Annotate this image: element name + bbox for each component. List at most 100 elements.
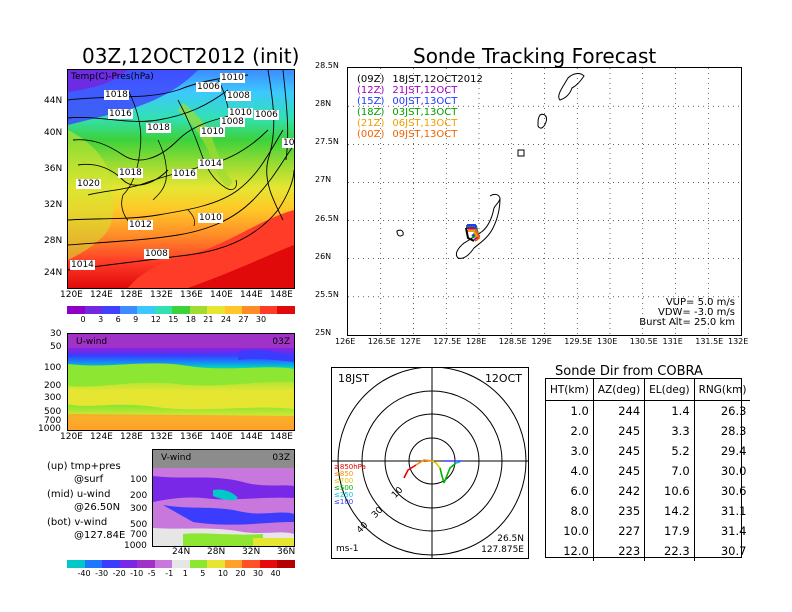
wind-colorbar-tick: -30 — [95, 569, 109, 578]
wind-colorbar-swatch — [277, 560, 296, 568]
v-wind-y-tick: 300 — [130, 504, 148, 514]
track-legend-code: (21Z) — [357, 118, 385, 129]
table-cell: 29.4 — [720, 444, 747, 458]
wind-colorbar — [67, 560, 296, 568]
colorbar-tick: 21 — [203, 315, 214, 324]
wind-colorbar-tick: -40 — [77, 569, 91, 578]
v-wind-label: V-wind — [161, 453, 192, 463]
track-legend-item: (12Z) 21JST,12OCT — [357, 85, 457, 96]
isobar-label: 1010 — [198, 213, 223, 223]
wind-colorbar-swatch — [242, 560, 261, 568]
table-cell: 3.0 — [546, 441, 594, 461]
table-cell: 242 — [593, 481, 646, 501]
left-title: 03Z,12OCT2012 (init) — [82, 44, 300, 68]
colorbar-swatch — [277, 306, 296, 314]
sonde-dir-table: HT(km) AZ(deg) EL(deg) RNG(km) 1.0 244 1.4 26.3… — [546, 379, 751, 561]
map-lon-tick: 140E — [210, 290, 233, 300]
table-cell: 30.0 — [720, 464, 747, 478]
pressure-legend-item: ≥850hPa — [334, 463, 366, 471]
wind-colorbar-swatch — [259, 560, 278, 568]
table-row: 4.0 245 7.0 30.0 — [546, 461, 750, 481]
table-cell: 28.3 — [720, 424, 747, 438]
table-cell: 26.3 — [720, 404, 747, 418]
track-lat-tick: 25N — [315, 328, 332, 337]
wind-colorbar-tick: -10 — [130, 569, 144, 578]
right-title: Sonde Tracking Forecast — [413, 44, 657, 68]
table-cell: 245 — [593, 421, 646, 441]
map-lon-tick: 148E — [270, 290, 293, 300]
isobar-label: 1018 — [118, 168, 143, 178]
track-param: VDW= -3.0 m/s — [658, 307, 735, 318]
track-legend-item: (18Z) 03JST,13OCT — [357, 107, 457, 118]
table-cell: 10.6 — [644, 481, 695, 501]
isobar-label: 1008 — [220, 117, 245, 127]
map-lon-tick: 132E — [150, 290, 173, 300]
track-legend-code: (18Z) — [357, 107, 385, 118]
u-wind-y-tick: 500 — [44, 407, 62, 417]
colorbar-swatch — [172, 306, 191, 314]
track-legend-code: (12Z) — [357, 85, 385, 96]
table-cell: 14.2 — [644, 501, 695, 521]
track-legend-code: (15Z) — [357, 96, 385, 107]
table-cell: 31.4 — [720, 524, 747, 538]
track-map — [348, 68, 741, 335]
map-lon-tick: 124E — [90, 290, 113, 300]
u-wind-x-tick: 132E — [150, 432, 173, 442]
pressure-legend-item: ≤100 — [334, 498, 354, 506]
table-header-cell: EL(deg) — [644, 379, 695, 401]
v-wind-y-tick: 100 — [130, 475, 148, 485]
v-wind-y-tick: 700 — [130, 530, 148, 540]
colorbar-swatch — [189, 306, 208, 314]
wind-colorbar-tick: 5 — [200, 569, 206, 578]
wind-colorbar-tick: 40 — [270, 569, 281, 578]
colorbar-swatch — [259, 306, 278, 314]
polar-location-lat: 26.5N — [497, 534, 524, 544]
u-wind-y-tick: 50 — [50, 342, 62, 352]
wind-colorbar-tick: -1 — [165, 569, 174, 578]
colorbar-tick: 6 — [115, 315, 121, 324]
colorbar-tick: 18 — [185, 315, 196, 324]
wind-colorbar-swatch — [207, 560, 226, 568]
legend-note-line2: @127.84E — [74, 530, 126, 541]
u-wind-x-tick: 124E — [90, 432, 113, 442]
isobar-label: 1018 — [146, 123, 171, 133]
polar-location-lon: 127.875E — [481, 545, 524, 555]
table-cell: 2.0 — [546, 421, 594, 441]
wind-colorbar-swatch — [189, 560, 208, 568]
isobar-label: 1010 — [220, 73, 245, 83]
track-legend-text: 21JST,12OCT — [392, 85, 458, 96]
map-overlay — [68, 70, 294, 288]
v-wind-y-tick: 1000 — [124, 541, 147, 551]
v-wind-panel: V-wind 03Z — [152, 449, 295, 547]
colorbar-swatch — [137, 306, 156, 314]
pressure-legend-item: ≤700 — [334, 477, 354, 485]
table-row: 6.0 242 10.6 30.6 — [546, 481, 750, 501]
u-wind-y-tick: 100 — [44, 363, 62, 373]
u-wind-x-tick: 128E — [120, 432, 143, 442]
isobar-label: 1014 — [198, 159, 223, 169]
polar-panel: 18JST 12OCT 10 30 40 ≥850hPa ≤850 ≤700 ≤500… — [331, 367, 529, 559]
sonde-dir-title: Sonde Dir from COBRA — [555, 364, 703, 379]
table-cell: 245 — [593, 461, 646, 481]
wind-colorbar-tick: 10 — [217, 569, 229, 578]
colorbar-tick: 9 — [133, 315, 139, 324]
wind-colorbar-tick: 30 — [252, 569, 264, 578]
colorbar-swatch — [102, 306, 121, 314]
table-cell: 245 — [593, 441, 646, 461]
track-lon-tick: 132E — [728, 337, 749, 346]
track-lat-tick: 26.5N — [315, 213, 339, 223]
table-row: 8.0 235 14.2 31.1 — [546, 501, 750, 521]
map-lon-tick: 144E — [240, 290, 263, 300]
table-cell: 1.4 — [644, 400, 695, 421]
colorbar-tick: 24 — [220, 315, 232, 324]
map-lat-tick: 44N — [44, 96, 63, 106]
wind-colorbar-swatch — [154, 560, 173, 568]
track-lon-tick: 127E — [400, 337, 421, 346]
table-cell: 22.3 — [644, 541, 695, 561]
isobar-label: 1006 — [254, 110, 279, 120]
track-lat-tick: 25.5N — [315, 289, 339, 299]
colorbar-tick: 12 — [150, 315, 161, 324]
table-row: 1.0 244 1.4 26.3 — [546, 400, 750, 421]
u-wind-x-tick: 148E — [270, 432, 293, 442]
track-param: Burst Alt= 25.0 km — [639, 317, 735, 328]
